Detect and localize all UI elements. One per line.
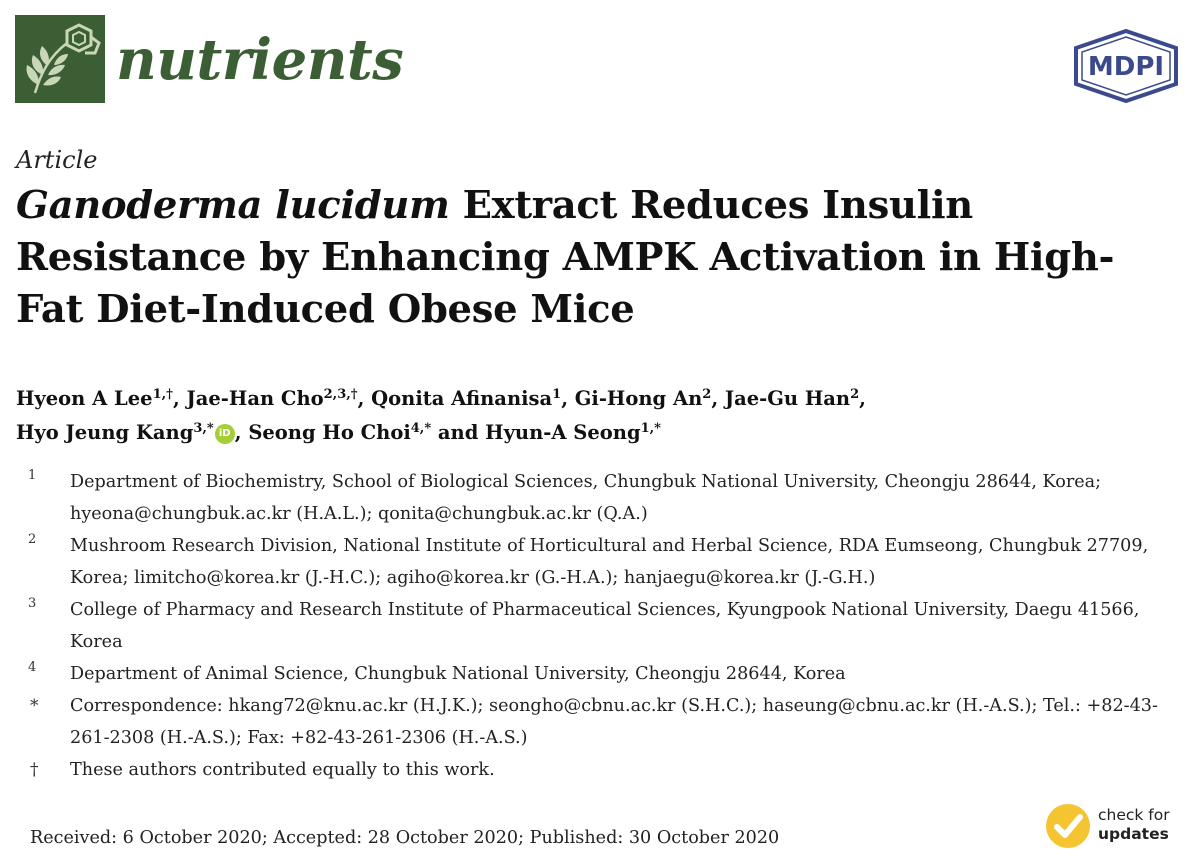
affiliation-marker: 2	[28, 532, 37, 547]
affiliation-item: 4 Department of Animal Science, Chungbuk…	[0, 658, 1200, 690]
affiliation-list: 1 Department of Biochemistry, School of …	[0, 466, 1200, 786]
author-affil-sup: 2	[702, 387, 712, 402]
check-for-updates-button[interactable]: check for updates	[1046, 800, 1186, 852]
title-main-part: Extract Reduces Insulin Resistance by En…	[16, 183, 1115, 332]
correspondence-item: * Correspondence: hkang72@knu.ac.kr (H.J…	[0, 690, 1200, 754]
author-separator: ,	[172, 387, 187, 410]
article-type: Article	[16, 146, 98, 174]
author-affil-sup: 2,3,†	[323, 387, 358, 402]
author-name[interactable]: Jae-Gu Han	[724, 387, 851, 410]
affiliation-marker: 4	[28, 660, 37, 675]
publication-dates: Received: 6 October 2020; Accepted: 28 O…	[30, 828, 780, 848]
equal-contribution-note: † These authors contributed equally to t…	[0, 754, 1200, 786]
affiliation-text: Mushroom Research Division, National Ins…	[70, 536, 1149, 588]
author-separator: ,	[561, 387, 575, 410]
dagger-marker: †	[30, 760, 39, 780]
mdpi-logo-text: MDPI	[1088, 52, 1164, 82]
author-affil-sup: 1,†	[152, 387, 173, 402]
author-separator: and	[431, 421, 486, 444]
affiliation-text: Department of Animal Science, Chungbuk N…	[70, 664, 846, 684]
author-list: Hyeon A Lee1,†, Jae-Han Cho2,3,†, Qonita…	[16, 382, 1186, 450]
affiliation-item: 3 College of Pharmacy and Research Insti…	[0, 594, 1200, 658]
equal-contribution-text: These authors contributed equally to thi…	[70, 760, 495, 780]
orcid-icon[interactable]: iD	[214, 424, 235, 444]
leaf-molecule-icon	[26, 23, 101, 94]
author-affil-sup: 3,*	[193, 421, 214, 436]
correspondence-marker: *	[30, 696, 39, 716]
author-name[interactable]: Hyeon A Lee	[16, 387, 153, 410]
author-name[interactable]: Gi-Hong An	[574, 387, 703, 410]
affiliation-text: College of Pharmacy and Research Institu…	[70, 600, 1140, 652]
author-separator: ,	[234, 421, 249, 444]
check-for-updates-line2: updates	[1098, 825, 1169, 843]
author-name[interactable]: Hyo Jeung Kang	[16, 421, 194, 444]
affiliation-item: 1 Department of Biochemistry, School of …	[0, 466, 1200, 530]
checkmark-icon	[1046, 804, 1090, 848]
title-italic-part: Ganoderma lucidum	[16, 183, 450, 228]
check-for-updates-label: check for updates	[1098, 806, 1188, 844]
mdpi-logo: MDPI	[1068, 28, 1184, 104]
journal-name: nutrients	[116, 27, 404, 93]
author-affil-sup: 2	[850, 387, 860, 402]
author-name[interactable]: Qonita Afinanisa	[371, 387, 553, 410]
author-name[interactable]: Jae-Han Cho	[186, 387, 324, 410]
author-name[interactable]: Seong Ho Choi	[248, 421, 411, 444]
author-affil-sup: 1	[552, 387, 562, 402]
journal-logo	[15, 15, 105, 103]
author-name[interactable]: Hyun-A Seong	[485, 421, 641, 444]
affiliation-text: Department of Biochemistry, School of Bi…	[70, 472, 1102, 524]
affiliation-marker: 1	[28, 468, 37, 483]
article-title: Ganoderma lucidum Extract Reduces Insuli…	[16, 180, 1176, 336]
check-for-updates-line1: check for	[1098, 806, 1170, 824]
correspondence-text: Correspondence: hkang72@knu.ac.kr (H.J.K…	[70, 696, 1158, 748]
author-separator: ,	[859, 387, 866, 410]
author-separator: ,	[711, 387, 725, 410]
affiliation-marker: 3	[28, 596, 37, 611]
author-affil-sup: 4,*	[410, 421, 432, 436]
affiliation-item: 2 Mushroom Research Division, National I…	[0, 530, 1200, 594]
author-separator: ,	[357, 387, 372, 410]
author-affil-sup: 1,*	[640, 421, 661, 436]
